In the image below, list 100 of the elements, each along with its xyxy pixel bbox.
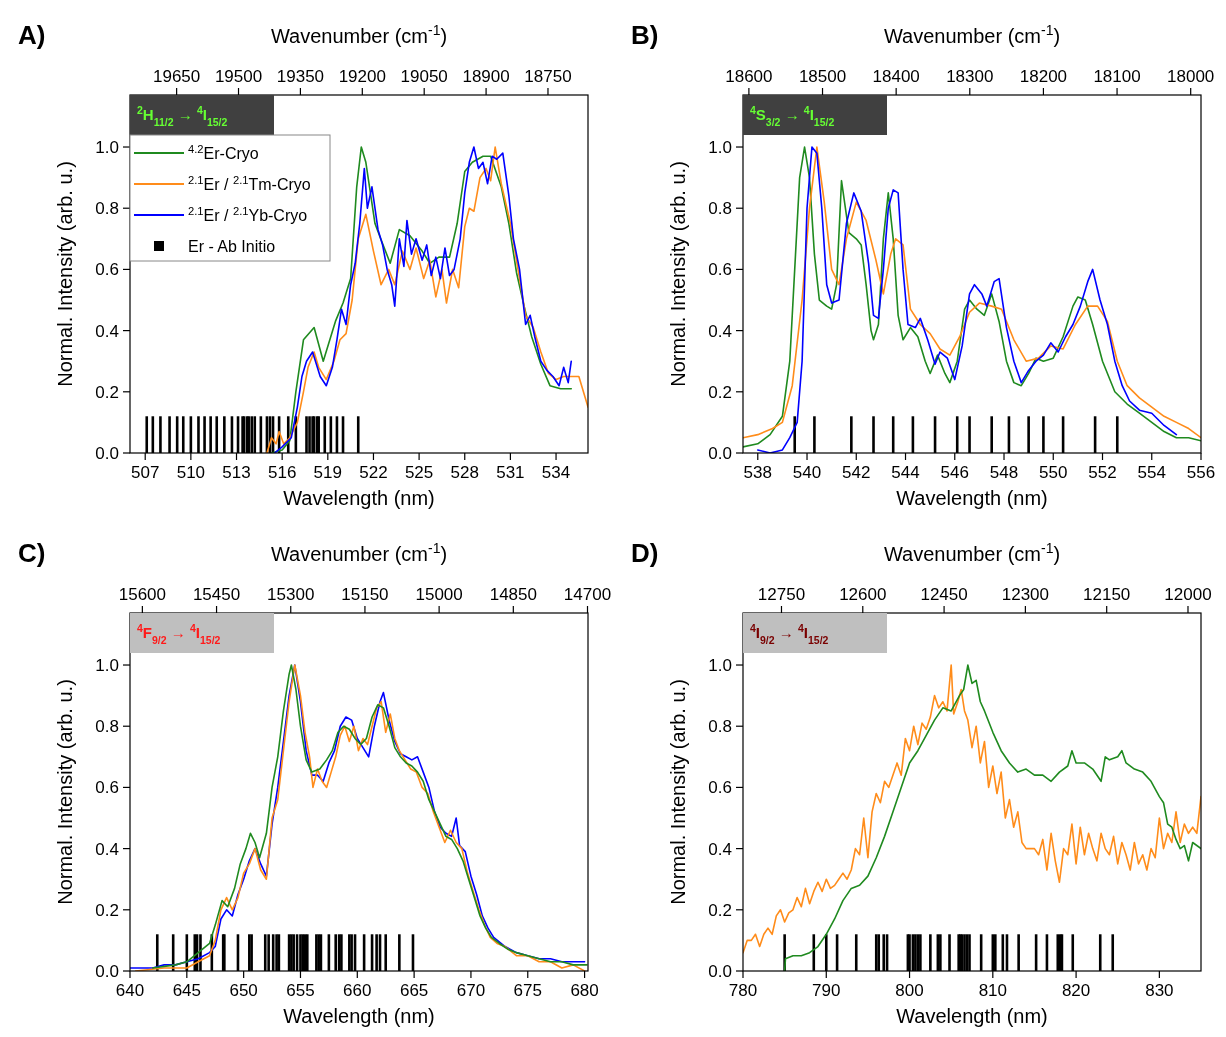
x-tick-label: 675 bbox=[513, 981, 542, 1000]
y-axis-title: Normal. Intensity (arb. u.) bbox=[54, 161, 76, 387]
y-tick-label: 0.0 bbox=[708, 961, 732, 981]
x2-tick-label: 18200 bbox=[1019, 67, 1068, 86]
x-tick-label: 510 bbox=[176, 463, 206, 482]
x-tick-label: 800 bbox=[895, 981, 924, 1000]
x-tick-label: 820 bbox=[1061, 981, 1091, 1000]
x2-tick-label: 19050 bbox=[400, 67, 448, 86]
legend-label: Er - Ab Initio bbox=[188, 238, 276, 255]
y-tick-label: 0.4 bbox=[708, 321, 732, 341]
y-tick-label: 0.8 bbox=[708, 717, 732, 737]
y-axis-title: Normal. Intensity (arb. u.) bbox=[54, 679, 76, 905]
x-tick-label: 540 bbox=[792, 463, 822, 482]
x-tick-label: 538 bbox=[743, 463, 772, 482]
x-tick-label: 670 bbox=[456, 981, 486, 1000]
x-tick-label: 640 bbox=[115, 981, 145, 1000]
x-tick-label: 554 bbox=[1137, 463, 1166, 482]
x-tick-label: 525 bbox=[404, 463, 434, 482]
x-tick-label: 550 bbox=[1039, 463, 1068, 482]
x2-tick-label: 18000 bbox=[1167, 67, 1215, 86]
x2-axis-title: Wavenumber (cm$^{-1}$) bbox=[270, 22, 448, 47]
chart-title: A) bbox=[18, 20, 46, 50]
x-tick-label: 522 bbox=[359, 463, 388, 482]
x-tick-label: 548 bbox=[989, 463, 1019, 482]
x2-tick-label: 18100 bbox=[1093, 67, 1141, 86]
y-tick-label: 1.0 bbox=[708, 137, 732, 157]
x-axis-title: Wavelength (nm) bbox=[283, 487, 435, 509]
x-tick-label: 519 bbox=[313, 463, 342, 482]
y-tick-label: 0.2 bbox=[708, 382, 732, 402]
y-tick-label: 0.0 bbox=[95, 443, 119, 463]
y-tick-label: 0.2 bbox=[708, 900, 732, 920]
y-tick-label: 0.4 bbox=[95, 839, 119, 859]
y-tick-label: 0.4 bbox=[708, 839, 732, 859]
x2-tick-label: 12300 bbox=[1001, 585, 1050, 604]
x-tick-label: 655 bbox=[286, 981, 315, 1000]
x2-tick-label: 15450 bbox=[192, 585, 241, 604]
y-tick-label: 1.0 bbox=[708, 655, 732, 675]
y-tick-label: 0.6 bbox=[708, 260, 732, 280]
x2-tick-label: 15600 bbox=[118, 585, 167, 604]
chart-title: C) bbox=[18, 538, 46, 568]
y-tick-label: 0.8 bbox=[708, 199, 732, 219]
x-tick-label: 680 bbox=[570, 981, 599, 1000]
x-tick-label: 552 bbox=[1088, 463, 1117, 482]
x-tick-label: 660 bbox=[343, 981, 372, 1000]
x-tick-label: 534 bbox=[541, 463, 571, 482]
legend-label: $^{2.1}$Er / $^{2.1}$Tm-Cryo bbox=[188, 174, 311, 193]
x-tick-label: 516 bbox=[267, 463, 297, 482]
y-axis-title: Normal. Intensity (arb. u.) bbox=[667, 161, 689, 387]
y-axis-title: Normal. Intensity (arb. u.) bbox=[667, 679, 689, 905]
y-tick-label: 1.0 bbox=[95, 655, 119, 675]
x2-axis-title: Wavenumber (cm$^{-1}$) bbox=[883, 22, 1061, 47]
x2-tick-label: 15300 bbox=[267, 585, 315, 604]
x-tick-label: 645 bbox=[172, 981, 202, 1000]
x2-tick-label: 19200 bbox=[338, 67, 386, 86]
x2-tick-label: 12750 bbox=[757, 585, 806, 604]
x-tick-label: 665 bbox=[399, 981, 429, 1000]
x2-tick-label: 19350 bbox=[276, 67, 325, 86]
x2-tick-label: 14850 bbox=[489, 585, 537, 604]
x-tick-label: 531 bbox=[496, 463, 525, 482]
x2-tick-label: 12600 bbox=[839, 585, 887, 604]
y-tick-label: 0.8 bbox=[95, 199, 119, 219]
x-tick-label: 546 bbox=[940, 463, 969, 482]
x2-tick-label: 15000 bbox=[415, 585, 463, 604]
x-tick-label: 507 bbox=[131, 463, 160, 482]
x2-axis-title: Wavenumber (cm$^{-1}$) bbox=[270, 540, 448, 565]
x-axis-title: Wavelength (nm) bbox=[283, 1005, 435, 1027]
x2-tick-label: 18400 bbox=[872, 67, 920, 86]
y-tick-label: 0.0 bbox=[708, 443, 732, 463]
x2-tick-label: 19650 bbox=[152, 67, 201, 86]
x-axis-title: Wavelength (nm) bbox=[896, 1005, 1048, 1027]
annotation: $^{4}$I$_{9/2}$ → $^{4}$I$_{15/2}$ bbox=[750, 622, 829, 646]
y-tick-label: 0.8 bbox=[95, 717, 119, 737]
y-tick-label: 0.4 bbox=[95, 321, 119, 341]
y-tick-label: 0.6 bbox=[95, 778, 119, 798]
y-tick-label: 0.6 bbox=[708, 778, 732, 798]
x-tick-label: 810 bbox=[978, 981, 1008, 1000]
x-tick-label: 650 bbox=[229, 981, 258, 1000]
x2-axis-title: Wavenumber (cm$^{-1}$) bbox=[883, 540, 1061, 565]
legend-label: $^{4.2}$Er-Cryo bbox=[188, 143, 259, 162]
y-tick-label: 1.0 bbox=[95, 137, 119, 157]
y-tick-label: 0.2 bbox=[95, 382, 119, 402]
y-tick-label: 0.0 bbox=[95, 961, 119, 981]
x-tick-label: 790 bbox=[812, 981, 841, 1000]
annotation: $^{2}$H$_{11/2}$ → $^{4}$I$_{15/2}$ bbox=[137, 104, 228, 128]
x-tick-label: 513 bbox=[222, 463, 251, 482]
x2-tick-label: 18900 bbox=[462, 67, 510, 86]
legend-label: $^{2.1}$Er / $^{2.1}$Yb-Cryo bbox=[188, 205, 308, 224]
y-tick-label: 0.2 bbox=[95, 900, 119, 920]
chart-title: D) bbox=[631, 538, 659, 568]
x2-tick-label: 15150 bbox=[341, 585, 389, 604]
x-tick-label: 528 bbox=[450, 463, 479, 482]
annotation: $^{4}$F$_{9/2}$ → $^{4}$I$_{15/2}$ bbox=[137, 622, 221, 646]
x-axis-title: Wavelength (nm) bbox=[896, 487, 1048, 509]
x-tick-label: 556 bbox=[1186, 463, 1216, 482]
x2-tick-label: 14700 bbox=[563, 585, 612, 604]
x2-tick-label: 19500 bbox=[214, 67, 263, 86]
x2-tick-label: 18300 bbox=[946, 67, 994, 86]
y-tick-label: 0.6 bbox=[95, 260, 119, 280]
annotation: $^{4}$S$_{3/2}$ → $^{4}$I$_{15/2}$ bbox=[750, 104, 835, 128]
x2-tick-label: 18500 bbox=[798, 67, 847, 86]
